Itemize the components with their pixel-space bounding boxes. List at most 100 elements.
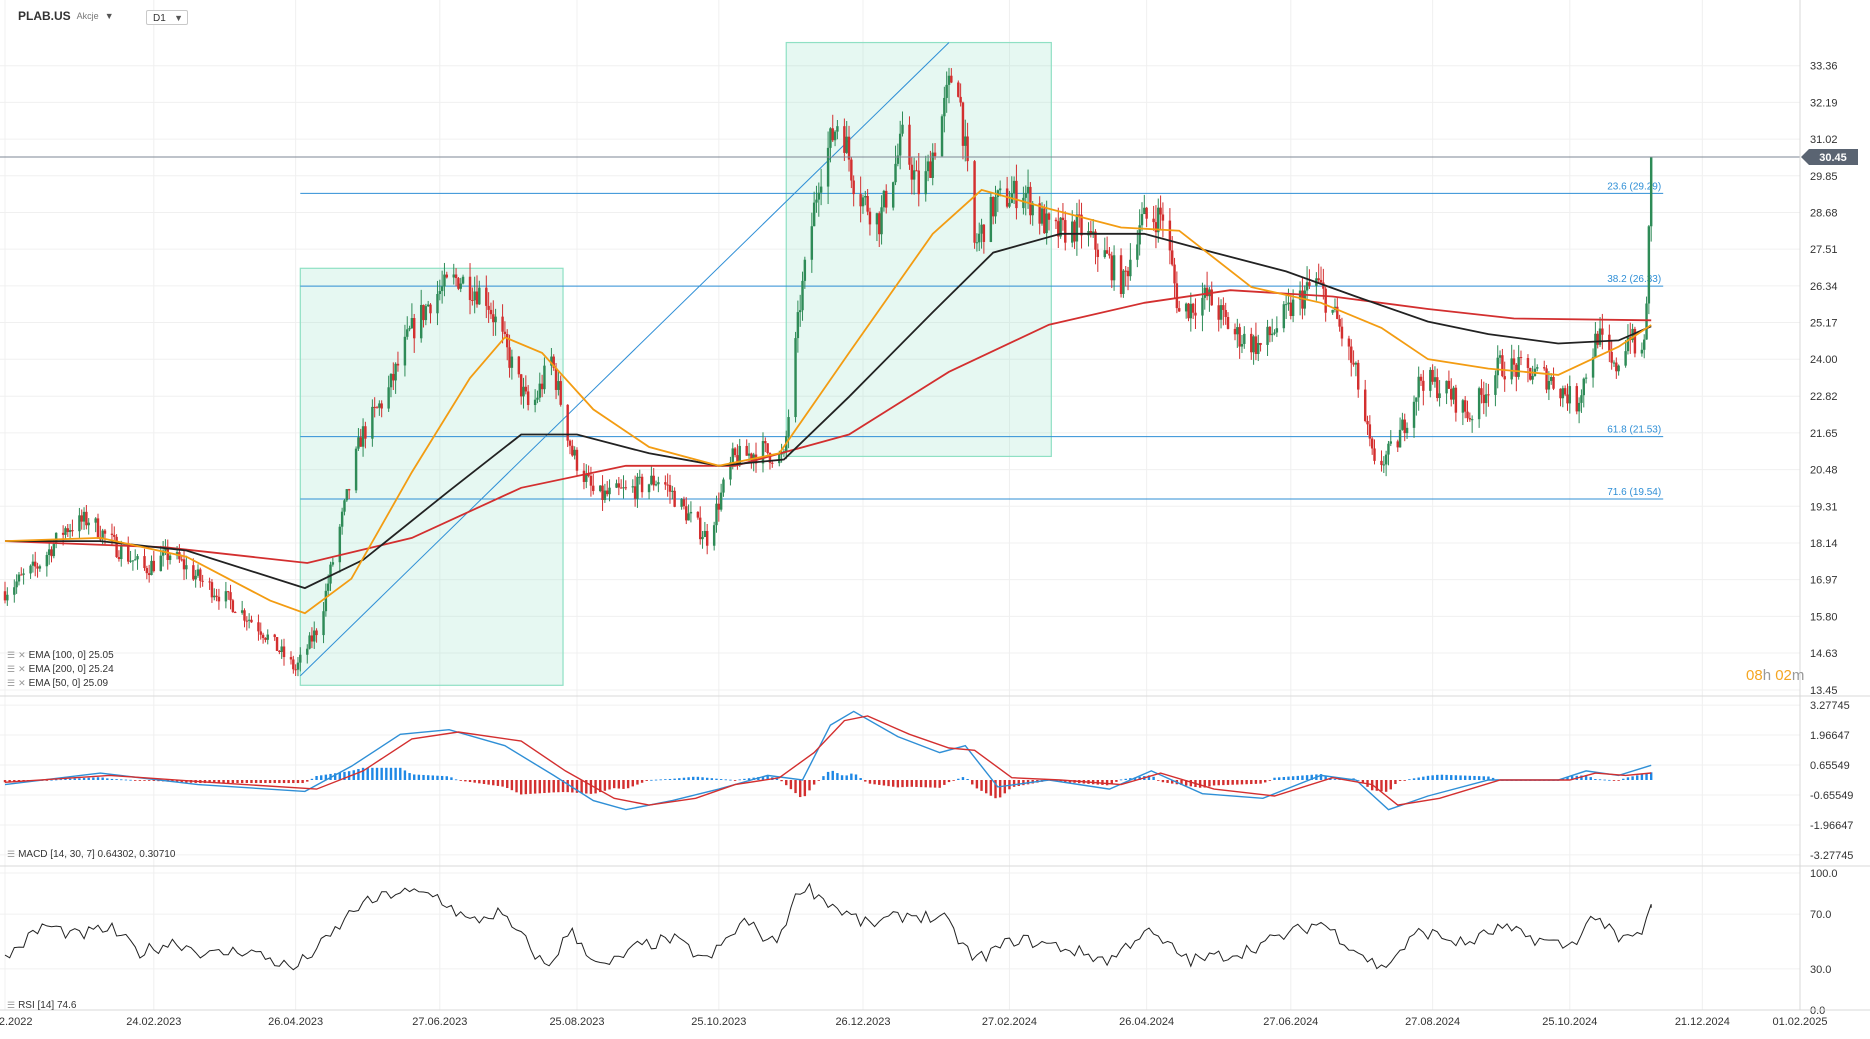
candle-body	[989, 196, 993, 242]
candle-body	[631, 486, 635, 488]
candle-body	[1080, 214, 1083, 236]
symbol-name: PLAB.US	[18, 9, 71, 23]
candle-body	[882, 190, 886, 208]
candle-body	[801, 280, 804, 311]
macd-histogram-bar	[361, 767, 365, 780]
candle-body	[1282, 304, 1286, 329]
candle-body	[226, 591, 230, 593]
candle-body	[1429, 369, 1432, 391]
legend-ema200[interactable]: ☰ ✕ EMA [200, 0] 25.24	[7, 664, 114, 675]
candle-body	[1454, 387, 1458, 413]
legend-macd[interactable]: ☰ MACD [14, 30, 7] 0.64302, 0.30710	[7, 849, 175, 860]
legend-rsi[interactable]: ☰ RSI [14] 74.6	[7, 1000, 76, 1011]
macd-histogram-bar	[882, 780, 886, 786]
macd-histogram-bar	[1203, 780, 1206, 788]
candle-body	[1452, 387, 1455, 400]
candle-body	[1552, 376, 1555, 389]
candle-body	[1640, 349, 1644, 354]
symbol-dropdown-chevron-icon[interactable]: ▼	[104, 11, 114, 21]
timeframe-select[interactable]: D1 ▼	[146, 10, 188, 25]
macd-histogram-bar	[1166, 780, 1169, 783]
candle-body	[492, 314, 495, 323]
macd-histogram-bar	[1645, 773, 1648, 780]
candle-body	[1405, 427, 1409, 434]
macd-histogram-bar	[994, 780, 997, 799]
instrument-header[interactable]: PLAB.US Akcje ▼	[18, 9, 114, 23]
candle-body	[1566, 394, 1569, 404]
candle-body	[608, 487, 611, 495]
close-icon[interactable]: ✕	[18, 678, 26, 688]
price-tick-label: 19.31	[1810, 501, 1838, 513]
legend-ema100[interactable]: ☰ ✕ EMA [100, 0] 25.05	[7, 650, 114, 661]
candle-body	[68, 530, 72, 533]
candle-body	[380, 403, 383, 409]
macd-histogram-bar	[1640, 774, 1644, 780]
candle-body	[166, 547, 169, 560]
settings-icon[interactable]: ☰	[7, 678, 16, 688]
candle-body	[701, 537, 704, 540]
macd-histogram-bar	[831, 770, 834, 780]
macd-histogram-bar	[929, 780, 932, 788]
macd-histogram-bar	[1394, 780, 1397, 785]
candle-body	[1461, 400, 1465, 413]
macd-histogram-bar	[129, 779, 132, 781]
macd-histogram-bar	[1403, 780, 1406, 781]
settings-icon[interactable]: ☰	[7, 650, 16, 660]
candle-body	[1563, 388, 1567, 395]
date-tick-label: 27.08.2024	[1405, 1016, 1460, 1028]
macd-histogram-bar	[1240, 780, 1244, 785]
price-tick-label: 24.00	[1810, 354, 1838, 366]
macd-histogram-bar	[306, 780, 309, 782]
candle-body	[1189, 303, 1193, 319]
candle-body	[550, 356, 553, 366]
candle-body	[1252, 336, 1255, 353]
macd-tick-label: -1.96647	[1810, 820, 1853, 832]
last-price-line: 30.45	[0, 148, 1858, 165]
candle-body	[1268, 326, 1272, 336]
date-tick-label: 25.08.2023	[549, 1016, 604, 1028]
close-icon[interactable]: ✕	[18, 664, 26, 674]
settings-icon[interactable]: ☰	[7, 849, 16, 859]
macd-histogram-bar	[1598, 779, 1602, 781]
candle-body	[1559, 388, 1562, 399]
candle-body	[1319, 279, 1323, 283]
settings-icon[interactable]: ☰	[7, 1000, 16, 1010]
price-tick-label: 27.51	[1810, 244, 1838, 256]
close-icon[interactable]: ✕	[18, 650, 26, 660]
candle-body	[345, 489, 349, 501]
candle-body	[115, 536, 118, 558]
candle-body	[682, 499, 686, 507]
macd-histogram-bar	[110, 778, 114, 780]
candle-body	[324, 590, 328, 612]
candle-body	[533, 399, 537, 406]
macd-histogram-bar	[175, 780, 179, 783]
candle-body	[459, 283, 462, 289]
price-tick-label: 18.14	[1810, 538, 1838, 550]
macd-histogram-bar	[78, 778, 81, 780]
date-tick-label: 01.02.2025	[1772, 1016, 1827, 1028]
candle-body	[1173, 264, 1176, 284]
legend-ema50[interactable]: ☰ ✕ EMA [50, 0] 25.09	[7, 678, 108, 689]
settings-icon[interactable]: ☰	[7, 664, 16, 674]
macd-histogram-bar	[426, 775, 430, 780]
macd-histogram-bar	[1296, 775, 1299, 780]
candle-body	[599, 485, 602, 492]
macd-histogram-bar	[1324, 776, 1327, 780]
date-tick-label: 27.02.2024	[982, 1016, 1037, 1028]
candle-body	[1059, 217, 1062, 237]
macd-histogram-bar	[668, 778, 672, 780]
candle-body	[552, 356, 555, 368]
macd-histogram-bar	[585, 780, 588, 794]
price-tick-label: 16.97	[1810, 575, 1838, 587]
candle-body	[233, 612, 237, 614]
candle-body	[133, 559, 137, 561]
candle-body	[931, 152, 934, 178]
macd-histogram-bar	[1570, 776, 1574, 780]
macd-histogram-bar	[910, 780, 914, 787]
candle-body	[1568, 386, 1572, 404]
candle-body	[489, 309, 493, 315]
macd-histogram-bar	[1422, 776, 1425, 780]
timeframe-chevron-icon[interactable]: ▼	[174, 13, 183, 23]
